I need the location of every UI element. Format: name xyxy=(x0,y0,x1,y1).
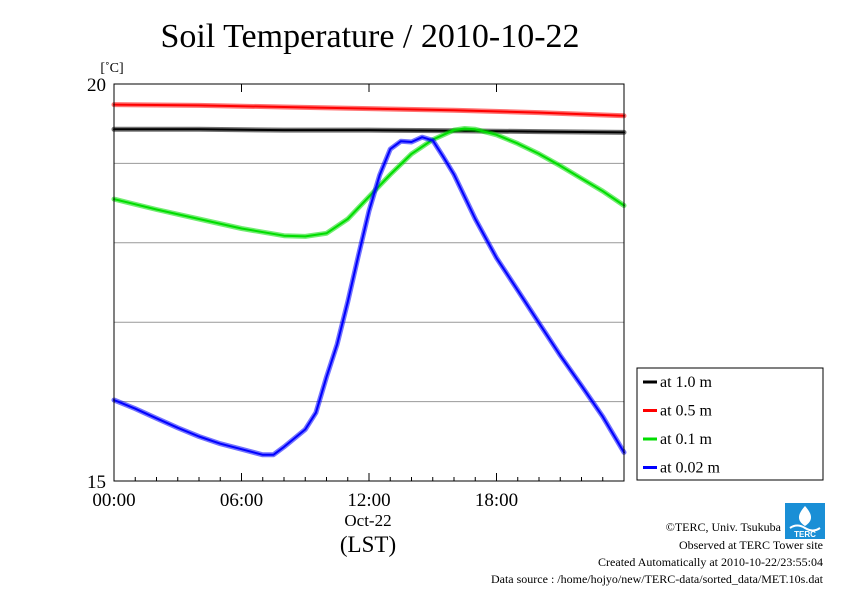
legend-label: at 0.1 m xyxy=(660,431,713,448)
terc-logo: TERC xyxy=(785,503,825,539)
y-tick-label: 20 xyxy=(87,75,106,96)
footer-site: Observed at TERC Tower site xyxy=(679,538,823,552)
footer-created: Created Automatically at 2010-10-22/23:5… xyxy=(598,555,823,569)
legend-item: at 0.02 m xyxy=(643,460,721,477)
series-line xyxy=(113,103,625,117)
terc-logo-text: TERC xyxy=(794,530,816,539)
x-tick-label: 06:00 xyxy=(220,490,263,511)
x-tick-label: 12:00 xyxy=(347,490,390,511)
legend-label: at 0.02 m xyxy=(660,460,721,477)
grid-lines xyxy=(114,83,624,482)
legend: at 1.0 m at 0.5 m at 0.1 m at 0.02 m xyxy=(636,367,824,481)
footer-copyright: ©TERC, Univ. Tsukuba xyxy=(666,520,782,534)
x-tick-label: 18:00 xyxy=(475,490,518,511)
axis-ticks: 00:00 06:00 12:00 18:00 15 20 xyxy=(87,75,604,511)
plot-frame xyxy=(113,83,625,482)
x-axis-label: (LST) xyxy=(340,532,396,557)
x-tick-label: 00:00 xyxy=(92,490,135,511)
y-axis-unit-label: [˚C] xyxy=(100,61,123,76)
legend-item: at 1.0 m xyxy=(643,374,713,391)
legend-box xyxy=(636,367,824,481)
legend-label: at 1.0 m xyxy=(660,374,713,391)
footer-source: Data source : /home/hojyo/new/TERC-data/… xyxy=(491,572,824,586)
series-lines xyxy=(111,102,627,458)
legend-label: at 0.5 m xyxy=(660,403,713,420)
legend-item: at 0.1 m xyxy=(643,431,713,448)
series-line xyxy=(113,127,625,238)
x-axis-date-label: Oct-22 xyxy=(344,511,391,530)
series-line xyxy=(113,136,625,456)
series-line xyxy=(113,128,625,134)
chart-title: Soil Temperature / 2010-10-22 xyxy=(160,18,579,55)
y-tick-label: 15 xyxy=(87,472,106,493)
legend-item: at 0.5 m xyxy=(643,403,713,420)
series-line-halo xyxy=(111,134,627,458)
